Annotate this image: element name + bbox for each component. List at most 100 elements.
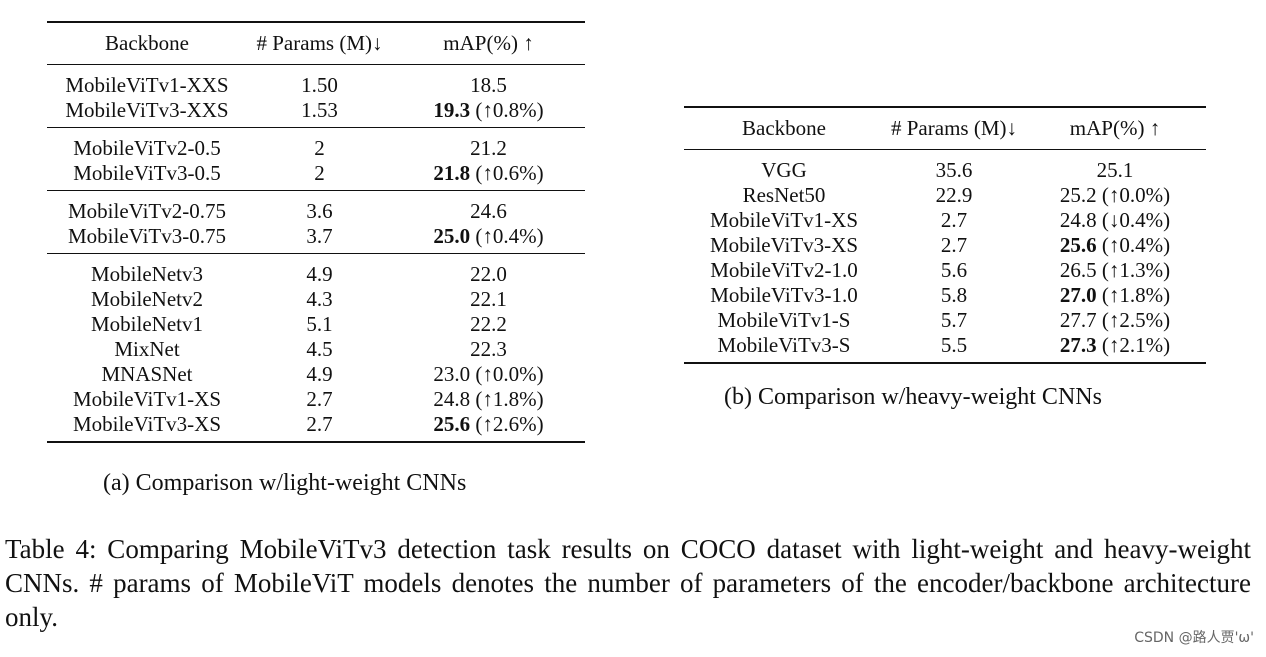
cell-backbone: MobileNetv3 <box>47 253 247 287</box>
watermark: CSDN @路人贾'ω' <box>1134 630 1254 646</box>
table-header-row: Backbone # Params (M)↓ mAP(%) ↑ <box>684 107 1206 150</box>
cell-map: 25.2 (↑0.0%) <box>1024 183 1206 208</box>
table-row: VGG 35.6 25.1 <box>684 149 1206 183</box>
table-row: MobileViTv1-S 5.7 27.7 (↑2.5%) <box>684 308 1206 333</box>
cell-params: 4.9 <box>247 253 392 287</box>
map-value: 22.2 <box>470 312 507 336</box>
subcaption-a: (a) Comparison w/light-weight CNNs <box>103 470 467 496</box>
cell-backbone: MobileViTv2-0.5 <box>47 127 247 161</box>
map-delta: (↓0.4%) <box>1096 208 1171 232</box>
map-value: 27.3 <box>1059 333 1097 357</box>
cell-backbone: MobileViTv2-0.75 <box>47 190 247 224</box>
cell-backbone: MobileViTv3-1.0 <box>710 283 858 307</box>
map-delta: (↑1.8%) <box>470 387 544 411</box>
table-row: MobileViTv3-0.5 2 21.8 (↑0.6%) <box>47 161 585 191</box>
cell-map: 21.8 (↑0.6%) <box>392 161 585 191</box>
map-delta: (↑2.6%) <box>470 412 544 436</box>
table-row: ResNet50 22.9 25.2 (↑0.0%) <box>684 183 1206 208</box>
cell-params: 2.7 <box>306 387 333 411</box>
map-value: 21.2 <box>470 136 507 160</box>
cell-params: 5.6 <box>940 258 968 282</box>
cell-backbone: MobileViTv1-S <box>717 308 851 332</box>
map-value: 24.6 <box>470 199 507 223</box>
cell-map: 25.6 (↑2.6%) <box>392 412 585 442</box>
table-heavy-weight-comparison: Backbone # Params (M)↓ mAP(%) ↑ VGG 35.6 2… <box>684 106 1206 364</box>
map-value: 22.0 <box>470 262 507 286</box>
table-row: MobileViTv2-1.0 5.6 26.5 (↑1.3%) <box>684 258 1206 283</box>
table-row: MobileViTv3-XXS 1.53 19.3 (↑0.8%) <box>47 98 585 128</box>
cell-params: 1.50 <box>247 64 392 98</box>
map-delta: (↑0.4%) <box>1096 233 1171 257</box>
cell-params: 5.5 <box>940 333 968 357</box>
map-value: 23.0 <box>433 362 471 386</box>
header-backbone: Backbone <box>105 31 189 55</box>
header-params: # Params (M)↓ <box>256 31 383 55</box>
map-delta: (↑1.8%) <box>1096 283 1171 307</box>
cell-map: 22.0 <box>392 253 585 287</box>
cell-backbone: MobileViTv2-1.0 <box>710 258 858 282</box>
map-value: 24.8 <box>433 387 471 411</box>
table-header-row: Backbone # Params (M)↓ mAP(%) ↑ <box>47 22 585 65</box>
table-row: MobileViTv2-0.75 3.6 24.6 <box>47 190 585 224</box>
table-row: MobileViTv3-0.75 3.7 25.0 (↑0.4%) <box>47 224 585 254</box>
cell-backbone: MobileViTv1-XS <box>709 208 859 232</box>
cell-backbone: MobileViTv1-XXS <box>47 64 247 98</box>
cell-map: 24.8 (↓0.4%) <box>1024 208 1206 233</box>
table-row: MobileNetv2 4.3 22.1 <box>47 287 585 312</box>
table-row: MixNet 4.5 22.3 <box>47 337 585 362</box>
cell-params: 2.7 <box>940 233 968 257</box>
cell-map: 27.0 (↑1.8%) <box>1024 283 1206 308</box>
map-delta: (↑0.6%) <box>470 161 544 185</box>
cell-params: 5.7 <box>940 308 968 332</box>
cell-backbone: MobileViTv3-S <box>717 333 851 357</box>
cell-backbone: MobileNetv2 <box>91 287 203 311</box>
map-value: 25.0 <box>433 224 471 248</box>
header-backbone: Backbone <box>742 116 826 140</box>
header-map: mAP(%) ↑ <box>1069 116 1161 140</box>
map-delta: (↑0.4%) <box>470 224 544 248</box>
map-value: 25.2 <box>1059 183 1097 207</box>
map-value: 25.6 <box>1059 233 1097 257</box>
cell-params: 3.7 <box>306 224 333 248</box>
map-value: 24.8 <box>1059 208 1097 232</box>
cell-backbone: MobileNetv1 <box>91 312 203 336</box>
header-params: # Params (M)↓ <box>891 116 1017 140</box>
cell-map: 27.3 (↑2.1%) <box>1024 333 1206 363</box>
cell-params: 4.5 <box>306 337 333 361</box>
table-row: MobileViTv3-S 5.5 27.3 (↑2.1%) <box>684 333 1206 363</box>
cell-params: 1.53 <box>301 98 338 122</box>
cell-map: 26.5 (↑1.3%) <box>1024 258 1206 283</box>
cell-params: 2.7 <box>940 208 968 232</box>
map-value: 25.1 <box>1096 158 1134 182</box>
cell-map: 25.0 (↑0.4%) <box>392 224 585 254</box>
map-value: 18.5 <box>470 73 507 97</box>
cell-backbone: VGG <box>684 149 884 183</box>
cell-params: 35.6 <box>884 149 1024 183</box>
map-value: 22.1 <box>470 287 507 311</box>
map-value: 27.0 <box>1059 283 1097 307</box>
table-row: MobileNetv3 4.9 22.0 <box>47 253 585 287</box>
cell-backbone: MobileViTv3-XXS <box>65 98 229 122</box>
table-row: MobileViTv1-XS 2.7 24.8 (↓0.4%) <box>684 208 1206 233</box>
map-value: 25.6 <box>433 412 471 436</box>
header-map: mAP(%) ↑ <box>443 31 534 55</box>
table-light-weight-comparison: Backbone # Params (M)↓ mAP(%) ↑ MobileVi… <box>47 21 585 443</box>
map-delta: (↑0.0%) <box>1096 183 1171 207</box>
cell-backbone: MNASNet <box>101 362 193 386</box>
cell-params: 5.8 <box>940 283 968 307</box>
table-row: MobileViTv3-1.0 5.8 27.0 (↑1.8%) <box>684 283 1206 308</box>
map-delta: (↑1.3%) <box>1096 258 1171 282</box>
map-value: 21.8 <box>433 161 471 185</box>
cell-params: 22.9 <box>935 183 973 207</box>
cell-map: 22.2 <box>392 312 585 337</box>
table-row: MNASNet 4.9 23.0 (↑0.0%) <box>47 362 585 387</box>
cell-params: 4.3 <box>306 287 333 311</box>
cell-map: 24.8 (↑1.8%) <box>392 387 585 412</box>
cell-backbone: MobileViTv3-XS <box>72 412 222 436</box>
cell-backbone: MobileViTv1-XS <box>72 387 222 411</box>
cell-map: 24.6 <box>392 190 585 224</box>
map-value: 26.5 <box>1059 258 1097 282</box>
cell-map: 23.0 (↑0.0%) <box>392 362 585 387</box>
table-row: MobileViTv2-0.5 2 21.2 <box>47 127 585 161</box>
cell-backbone: MobileViTv3-XS <box>709 233 859 257</box>
